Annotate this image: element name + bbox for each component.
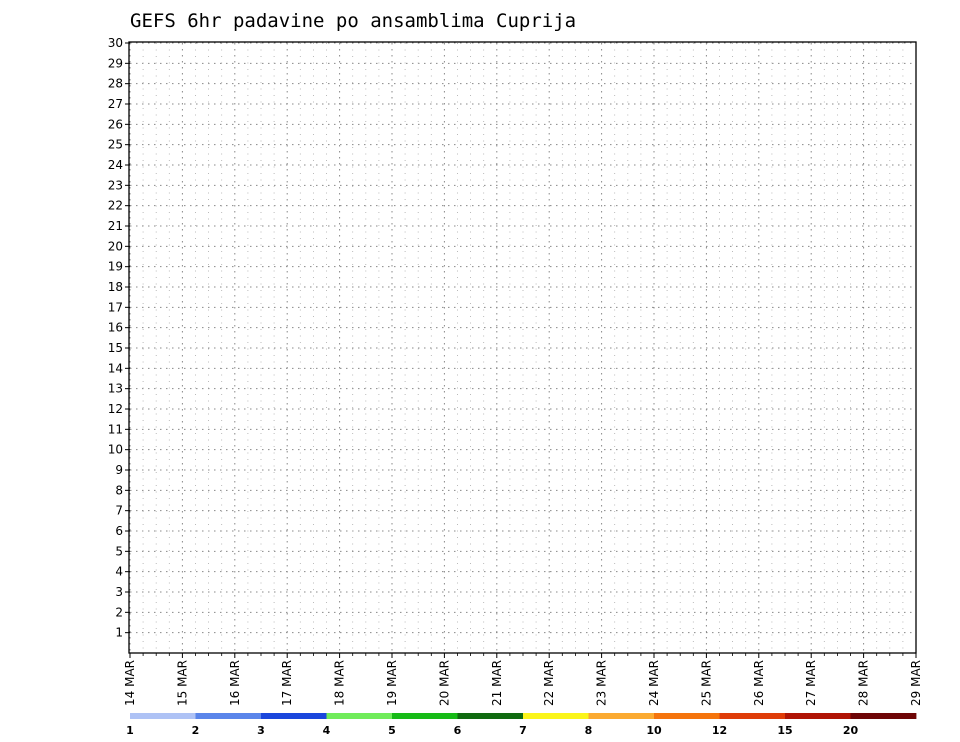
x-axis: 14 MAR 15 MAR 16 MAR 17 MAR 18 MAR 19 MAR 20 M… — [123, 653, 923, 706]
colorbar-label: 12 — [712, 724, 727, 737]
x-tick-label: 23 MAR — [595, 660, 609, 706]
y-tick-label: 24 — [108, 158, 123, 172]
colorbar-swatch — [785, 713, 851, 719]
colorbar-label: 8 — [585, 724, 593, 737]
plot-frame — [128, 41, 917, 654]
x-tick-label: 19 MAR — [385, 660, 399, 706]
y-tick-label: 15 — [108, 341, 123, 355]
y-tick-label: 1 — [115, 626, 123, 640]
y-tick-label: 5 — [115, 544, 123, 558]
y-tick-label: 7 — [115, 504, 123, 518]
colorbar-swatch — [719, 713, 786, 719]
y-tick-label: 27 — [108, 97, 123, 111]
x-tick-label: 27 MAR — [804, 660, 818, 706]
y-tick-label: 16 — [108, 321, 123, 335]
y-tick-label: 19 — [108, 260, 123, 274]
colorbar-label: 7 — [519, 724, 527, 737]
colorbar-swatch — [523, 713, 589, 719]
colorbar-swatch — [195, 713, 262, 719]
colorbar-label: 20 — [843, 724, 859, 737]
colorbar-swatch — [130, 713, 196, 719]
y-tick-label: 12 — [108, 402, 123, 416]
colorbar-swatch — [457, 713, 524, 719]
y-tick-label: 9 — [115, 463, 123, 477]
colorbar-swatch — [326, 713, 393, 719]
x-tick-label: 22 MAR — [542, 660, 556, 706]
y-tick-label: 28 — [108, 77, 123, 91]
y-tick-label: 18 — [108, 280, 123, 294]
colorbar-label: 3 — [257, 724, 265, 737]
y-tick-label: 10 — [108, 443, 123, 457]
x-tick-label: 17 MAR — [280, 660, 294, 706]
y-tick-label: 23 — [108, 178, 123, 192]
x-tick-label: 29 MAR — [909, 660, 923, 706]
y-tick-label: 29 — [108, 56, 123, 70]
y-tick-label: 13 — [108, 382, 123, 396]
colorbar-label: 2 — [192, 724, 200, 737]
colorbar-swatch — [588, 713, 655, 719]
x-tick-label: 25 MAR — [699, 660, 713, 706]
colorbar-label: 6 — [454, 724, 462, 737]
colorbar: 1 2 3 4 5 6 7 8 10 12 15 20 — [126, 713, 917, 737]
x-tick-label: 21 MAR — [490, 660, 504, 706]
grid-layer — [129, 42, 917, 653]
x-tick-label: 28 MAR — [857, 660, 871, 706]
x-tick-label: 26 MAR — [752, 660, 766, 706]
colorbar-swatch — [392, 713, 458, 719]
colorbar-label: 5 — [388, 724, 396, 737]
colorbar-swatch — [261, 713, 327, 719]
y-tick-label: 4 — [115, 565, 123, 579]
y-tick-label: 22 — [108, 199, 123, 213]
colorbar-label: 15 — [777, 724, 792, 737]
y-tick-label: 8 — [115, 483, 123, 497]
x-tick-label: 18 MAR — [333, 660, 347, 706]
colorbar-swatch — [654, 713, 720, 719]
colorbar-label: 4 — [323, 724, 331, 737]
x-tick-label: 16 MAR — [228, 660, 242, 706]
colorbar-swatch — [850, 713, 917, 719]
colorbar-label: 10 — [646, 724, 662, 737]
x-tick-label: 20 MAR — [437, 660, 451, 706]
y-tick-label: 11 — [108, 422, 123, 436]
y-axis: 1234567891011121314151617181920212223242… — [108, 36, 130, 640]
y-tick-label: 20 — [108, 239, 123, 253]
x-tick-label: 15 MAR — [175, 660, 189, 706]
x-tick-label: 14 MAR — [123, 660, 137, 706]
y-tick-label: 17 — [108, 300, 123, 314]
y-tick-label: 2 — [115, 605, 123, 619]
y-tick-label: 25 — [108, 138, 123, 152]
y-tick-label: 30 — [108, 36, 123, 50]
y-tick-label: 3 — [115, 585, 123, 599]
x-tick-label: 24 MAR — [647, 660, 661, 706]
y-tick-label: 6 — [115, 524, 123, 538]
y-tick-label: 14 — [108, 361, 123, 375]
y-tick-label: 26 — [108, 117, 123, 131]
y-tick-label: 21 — [108, 219, 123, 233]
chart-title: GEFS 6hr padavine po ansamblima Cuprija — [130, 10, 576, 32]
colorbar-label: 1 — [126, 724, 134, 737]
